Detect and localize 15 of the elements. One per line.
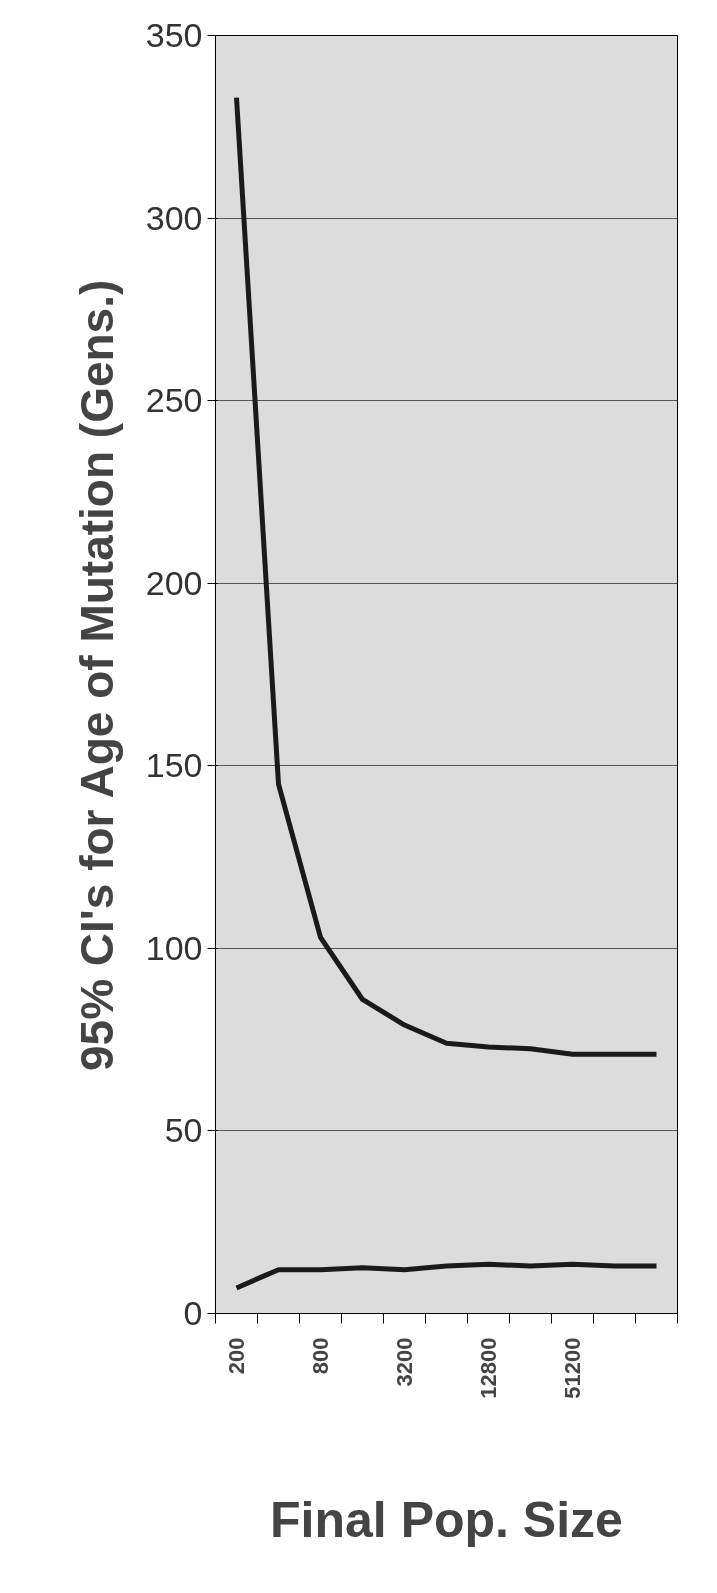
y-tick-label: 50: [164, 1111, 203, 1150]
x-tick-label: 12800: [476, 1337, 501, 1399]
x-axis-title: Final Pop. Size: [270, 1491, 623, 1548]
y-tick-label: 100: [145, 928, 203, 967]
y-axis-title: 95% CI's for Age of Mutation (Gens.): [70, 279, 123, 1071]
x-tick-label: 800: [308, 1337, 333, 1375]
y-tick-label: 350: [145, 16, 203, 54]
x-tick-label: 51200: [560, 1337, 585, 1399]
y-tick-label: 300: [145, 198, 203, 237]
x-tick-label: 200: [224, 1337, 249, 1375]
y-tick-label: 200: [145, 563, 203, 602]
x-tick-label: 3200: [392, 1337, 417, 1387]
y-tick-label: 250: [145, 381, 203, 420]
y-tick-label: 150: [145, 746, 203, 785]
y-tick-label: 0: [183, 1294, 203, 1332]
